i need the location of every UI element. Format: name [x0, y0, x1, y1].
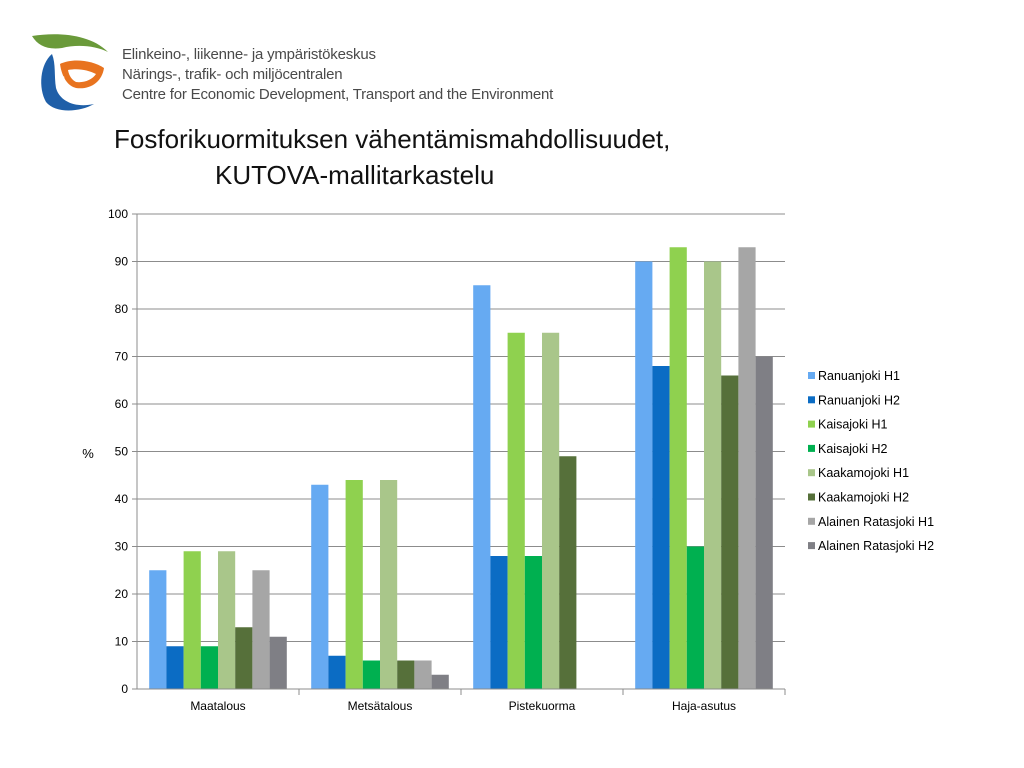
bar	[414, 660, 432, 689]
legend-swatch	[808, 469, 815, 477]
bar	[635, 261, 653, 689]
legend-swatch	[808, 420, 815, 428]
bar	[311, 484, 329, 689]
x-tick-label: Metsätalous	[348, 699, 413, 713]
y-tick-label: 90	[115, 255, 129, 269]
legend-swatch	[808, 517, 815, 525]
bar	[490, 556, 508, 689]
y-tick-label: 80	[115, 302, 129, 316]
bar	[507, 332, 525, 689]
bar	[269, 636, 287, 689]
legend-swatch	[808, 444, 815, 452]
legend: Ranuanjoki H1 Ranuanjoki H2 Kaisajoki H1 Ka…	[808, 369, 934, 553]
x-tick-label: Haja-asutus	[672, 699, 736, 713]
y-tick-label: 20	[115, 587, 129, 601]
y-tick-label: 0	[121, 682, 128, 696]
legend-label: Alainen Ratasjoki H1	[818, 515, 934, 529]
bars	[149, 247, 773, 689]
bar	[738, 247, 756, 689]
y-tick-label: 70	[115, 350, 129, 364]
x-tick-label: Maatalous	[190, 699, 245, 713]
bar	[235, 627, 253, 689]
legend-label: Ranuanjoki H1	[818, 369, 900, 383]
bar	[345, 480, 363, 689]
legend-label: Alainen Ratasjoki H2	[818, 539, 934, 553]
legend-label: Kaakamojoki H2	[818, 491, 909, 505]
y-tick-label: 40	[115, 492, 129, 506]
chart-title-line-1: Fosforikuormituksen vähentämismahdollisu…	[114, 124, 671, 154]
bar	[686, 546, 704, 689]
bar	[652, 366, 670, 689]
bar	[183, 551, 201, 689]
legend-swatch	[808, 372, 815, 379]
legend-swatch	[808, 542, 815, 550]
y-tick-label: 50	[115, 445, 129, 459]
org-name-finnish: Elinkeino-, liikenne- ja ympäristökeskus	[122, 46, 376, 63]
legend-label: Kaakamojoki H1	[818, 466, 909, 480]
org-name-swedish: Närings-, trafik- och miljöcentralen	[122, 66, 343, 83]
bar	[218, 551, 236, 689]
bar	[524, 556, 542, 689]
y-axis-label: %	[82, 446, 94, 461]
bar	[166, 646, 184, 689]
bar	[559, 456, 577, 689]
bar	[362, 660, 380, 689]
y-tick-label: 30	[115, 540, 129, 554]
bar	[755, 356, 773, 689]
bar	[252, 570, 270, 689]
bar	[200, 646, 218, 689]
bar	[431, 674, 449, 689]
bar	[149, 570, 167, 689]
ely-centre-logo-icon	[32, 34, 108, 111]
y-tick-label: 100	[108, 207, 128, 221]
bar	[380, 480, 398, 689]
bar	[473, 285, 491, 689]
y-tick-label: 60	[115, 397, 129, 411]
legend-label: Kaisajoki H2	[818, 442, 888, 456]
legend-swatch	[808, 396, 815, 404]
y-axis-ticks: 0 10 20 30 40 50 60 70 80 90 100	[108, 207, 137, 696]
x-axis-ticks: Maatalous Metsätalous Pistekuorma Haja-asut…	[190, 689, 786, 713]
legend-swatch	[808, 493, 815, 501]
bar	[704, 261, 722, 689]
bar	[721, 375, 739, 689]
bar	[397, 660, 415, 689]
x-tick-label: Pistekuorma	[509, 699, 576, 713]
legend-label: Kaisajoki H1	[818, 418, 888, 432]
bar	[542, 332, 560, 689]
bar	[328, 655, 346, 689]
chart-title-line-2: KUTOVA-mallitarkastelu	[215, 160, 495, 190]
legend-label: Ranuanjoki H2	[818, 393, 900, 407]
y-tick-label: 10	[115, 635, 129, 649]
bar	[669, 247, 687, 689]
org-name-english: Centre for Economic Development, Transpo…	[122, 86, 554, 103]
